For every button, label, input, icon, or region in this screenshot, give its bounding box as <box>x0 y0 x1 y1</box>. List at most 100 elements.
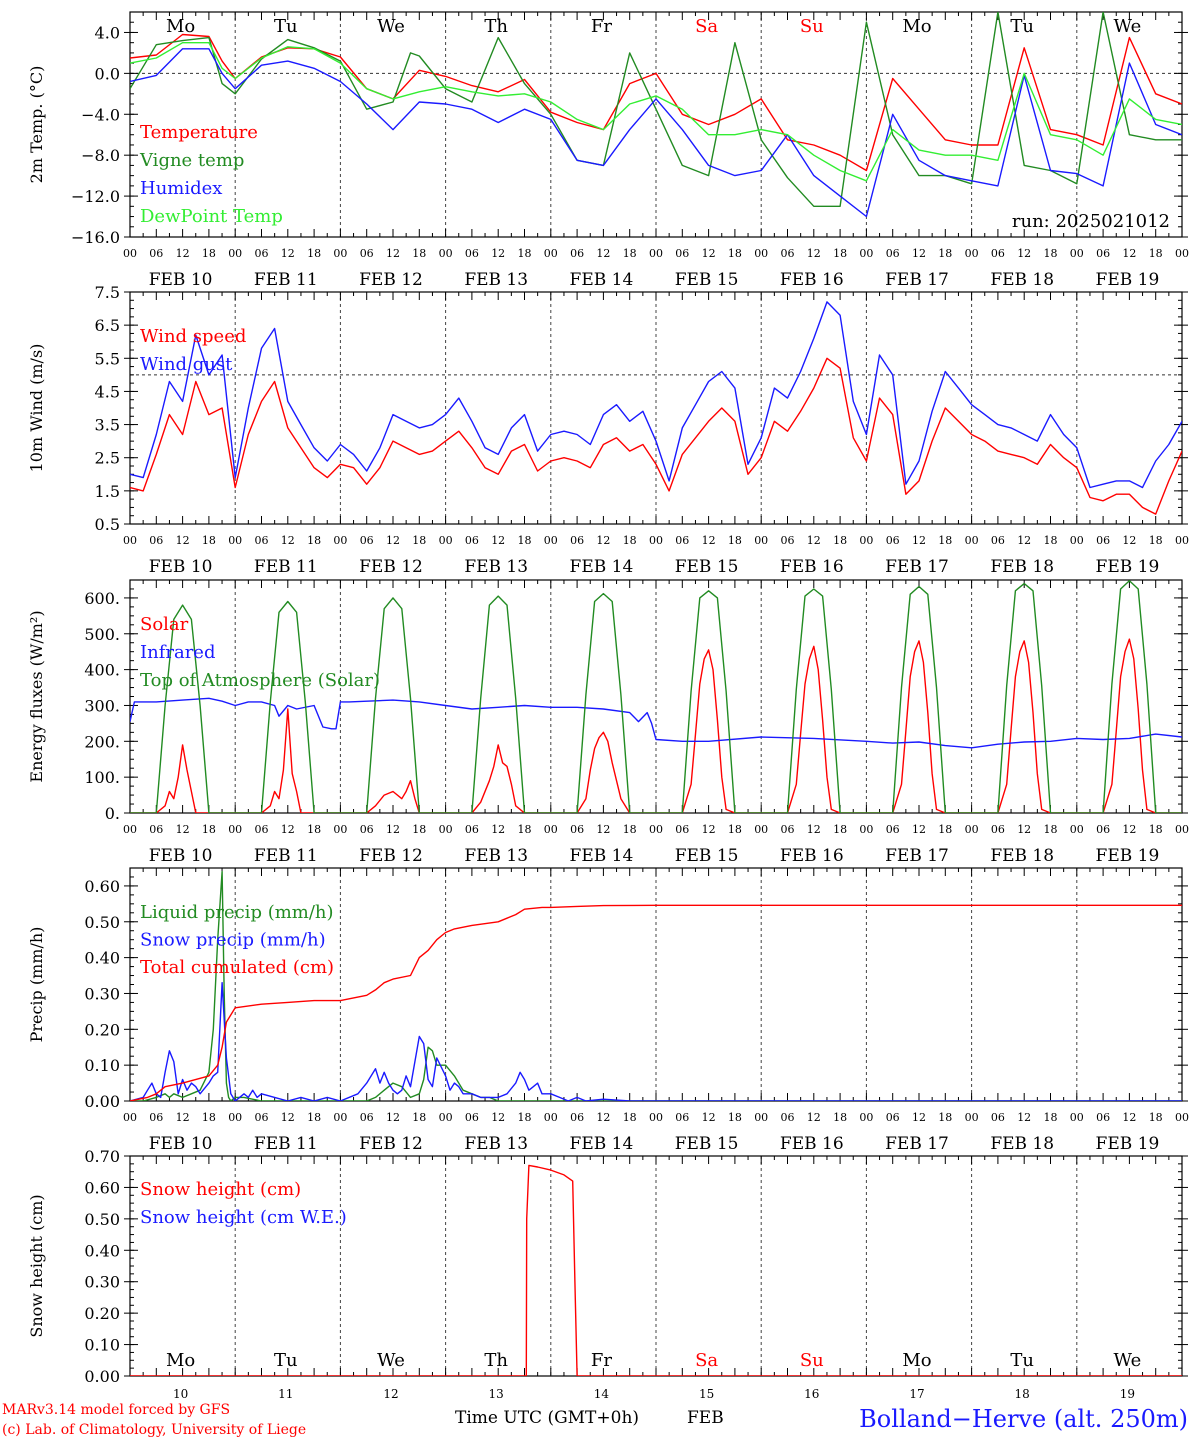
hour-label: 00 <box>544 1111 558 1124</box>
hour-label: 12 <box>596 247 610 260</box>
hour-label: 12 <box>912 823 926 836</box>
hour-label: 18 <box>833 1111 847 1124</box>
hour-label: 06 <box>149 247 163 260</box>
hour-label: 00 <box>965 1111 979 1124</box>
hour-label: 00 <box>1175 247 1189 260</box>
y-tick-label: 400. <box>84 661 120 680</box>
hour-label: 00 <box>228 823 242 836</box>
hour-label: 06 <box>149 1111 163 1124</box>
hour-label: 12 <box>176 1111 190 1124</box>
hour-label: 12 <box>912 1111 926 1124</box>
date-label: FEB 14 <box>570 557 634 577</box>
legend-entry: Solar <box>140 614 189 635</box>
hour-label: 18 <box>1149 1111 1163 1124</box>
hour-label: 12 <box>702 534 716 547</box>
date-label: FEB 13 <box>464 1134 528 1154</box>
hour-label: 18 <box>307 1111 321 1124</box>
y-tick-label: 0.50 <box>84 1210 120 1229</box>
hour-label: 12 <box>176 823 190 836</box>
date-label: FEB 13 <box>464 270 528 290</box>
hour-label: 18 <box>833 534 847 547</box>
hour-label: 06 <box>255 1111 269 1124</box>
date-label: FEB 10 <box>149 557 213 577</box>
hour-label: 12 <box>702 823 716 836</box>
hour-label: 18 <box>1044 823 1058 836</box>
hour-label: 06 <box>360 823 374 836</box>
hour-label: 00 <box>1175 1111 1189 1124</box>
weekday-label: We <box>377 1350 405 1371</box>
hour-label: 18 <box>728 1111 742 1124</box>
y-axis-label: 2m Temp. (°C) <box>27 66 46 184</box>
weekday-label: Su <box>800 16 824 37</box>
y-tick-label: 500. <box>84 625 120 644</box>
date-label: FEB 11 <box>254 1134 318 1154</box>
legend-entry: Humidex <box>140 178 222 199</box>
hour-label: 18 <box>202 534 216 547</box>
hour-label: 18 <box>1149 247 1163 260</box>
credit-line-2: (c) Lab. of Climatology, University of L… <box>2 1422 306 1438</box>
weekday-label: Fr <box>591 16 612 37</box>
date-label: FEB 14 <box>570 270 634 290</box>
hour-label: 00 <box>544 823 558 836</box>
y-tick-label: 0.30 <box>84 1273 120 1292</box>
hour-label: 18 <box>1149 823 1163 836</box>
hour-label: 06 <box>465 247 479 260</box>
hour-label: 12 <box>281 534 295 547</box>
hour-label: 06 <box>781 823 795 836</box>
hour-label: 06 <box>991 534 1005 547</box>
y-tick-label: 0.00 <box>84 1367 120 1386</box>
series-line-snow-height-cm- <box>130 1164 1182 1376</box>
y-tick-label: 0.50 <box>84 913 120 932</box>
hour-label: 06 <box>886 823 900 836</box>
weekday-label: Mo <box>166 16 195 37</box>
hour-label: 18 <box>1044 534 1058 547</box>
hour-label: 06 <box>255 534 269 547</box>
date-label: FEB 14 <box>570 1134 634 1154</box>
hour-label: 06 <box>781 247 795 260</box>
hour-label: 06 <box>465 1111 479 1124</box>
y-tick-label: 7.5 <box>95 283 120 302</box>
hour-label: 06 <box>1096 534 1110 547</box>
y-tick-label: 6.5 <box>95 316 120 335</box>
hour-label: 06 <box>675 1111 689 1124</box>
weekday-label: Sa <box>695 1350 718 1371</box>
hour-label: 12 <box>491 1111 505 1124</box>
hour-label: 00 <box>859 1111 873 1124</box>
series-line-infrared <box>130 697 1182 749</box>
weekday-label: Th <box>484 1350 508 1371</box>
hour-label: 00 <box>754 1111 768 1124</box>
run-label: run: 2025021012 <box>1012 211 1170 232</box>
date-label: FEB 19 <box>1096 1134 1160 1154</box>
day-number-label: 13 <box>489 1387 504 1401</box>
series-group <box>130 301 1182 515</box>
hour-label: 06 <box>255 247 269 260</box>
hour-label: 12 <box>386 1111 400 1124</box>
hour-label: 18 <box>938 823 952 836</box>
legend-entry: Temperature <box>140 122 258 143</box>
hour-label: 12 <box>807 534 821 547</box>
y-tick-label: 4.5 <box>95 382 120 401</box>
hour-label: 00 <box>228 1111 242 1124</box>
hour-label: 18 <box>623 247 637 260</box>
date-label: FEB 19 <box>1096 557 1160 577</box>
hour-label: 12 <box>491 823 505 836</box>
legend-entry: DewPoint Temp <box>140 206 283 227</box>
y-axis-label: Energy fluxes (W/m²) <box>27 610 46 782</box>
hour-label: 00 <box>859 823 873 836</box>
date-label: FEB 10 <box>149 270 213 290</box>
hour-label: 12 <box>596 534 610 547</box>
y-tick-label: −8.0 <box>81 146 120 165</box>
date-label: FEB 10 <box>149 1134 213 1154</box>
hour-label: 06 <box>991 823 1005 836</box>
hour-label: 06 <box>465 534 479 547</box>
hour-label: 18 <box>412 534 426 547</box>
hour-label: 00 <box>649 823 663 836</box>
hour-label: 00 <box>649 1111 663 1124</box>
hour-label: 06 <box>465 823 479 836</box>
y-tick-label: −12.0 <box>71 187 120 206</box>
day-number-label: 18 <box>1015 1387 1030 1401</box>
hour-label: 18 <box>412 247 426 260</box>
hour-label: 18 <box>938 534 952 547</box>
hour-label: 00 <box>859 247 873 260</box>
y-tick-label: −4.0 <box>81 105 120 124</box>
